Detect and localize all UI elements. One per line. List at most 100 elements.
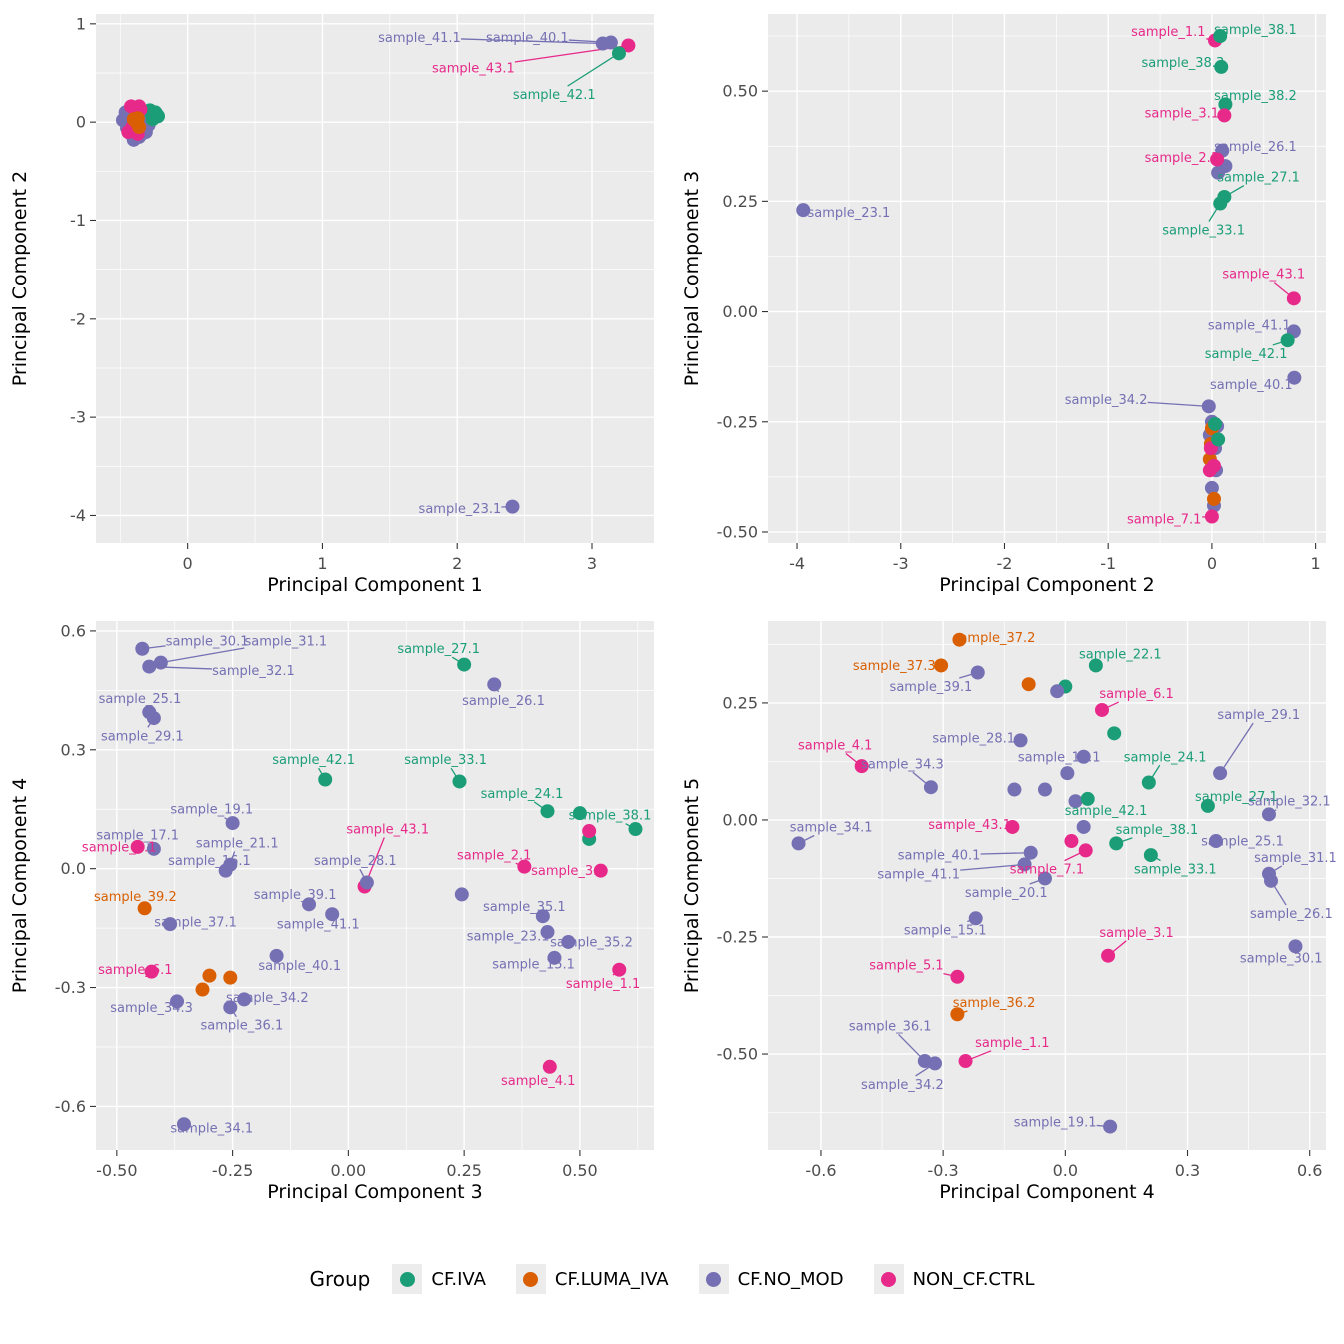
group-color-dot-icon xyxy=(881,1271,897,1287)
data-point xyxy=(1109,836,1124,851)
y-tick-label: -0.50 xyxy=(717,522,758,541)
y-tick-label: 0.25 xyxy=(722,192,758,211)
x-tick-label: -2 xyxy=(996,554,1012,573)
y-tick-label: 0.00 xyxy=(722,302,758,321)
data-point xyxy=(1217,108,1232,123)
data-point xyxy=(1264,873,1279,888)
y-tick-label: -0.25 xyxy=(717,927,758,946)
data-point xyxy=(1050,684,1065,699)
point-label: sample_43.1 xyxy=(928,818,1011,833)
data-point xyxy=(1280,333,1295,348)
y-tick-label: 0.50 xyxy=(722,82,758,101)
data-point xyxy=(517,859,532,874)
y-tick-label: 0.6 xyxy=(61,621,86,640)
data-point xyxy=(1209,834,1224,849)
data-point xyxy=(1213,766,1228,781)
data-point xyxy=(542,1059,557,1074)
point-label: sample_26.1 xyxy=(462,694,545,709)
point-label: sample_1.1 xyxy=(975,1036,1049,1051)
x-tick-label: 0.50 xyxy=(562,1161,598,1180)
data-point xyxy=(130,111,145,126)
point-label: sample_27.1 xyxy=(1217,171,1300,186)
legend-item-cf-luma-iva: CF.LUMA_IVA xyxy=(515,1264,669,1294)
point-label: sample_40.1 xyxy=(258,959,341,974)
point-label: sample_29.1 xyxy=(101,729,184,744)
y-tick-label: -0.50 xyxy=(717,1045,758,1064)
point-label: sample_38.1 xyxy=(1214,23,1297,38)
y-tick-label: -0.6 xyxy=(55,1097,86,1116)
point-label: sample_31.1 xyxy=(244,634,327,649)
data-point xyxy=(170,994,185,1009)
data-point xyxy=(1076,819,1091,834)
point-label: sample_19.1 xyxy=(170,803,253,818)
data-point xyxy=(325,907,340,922)
x-axis-title: Principal Component 3 xyxy=(267,1181,482,1203)
point-label: sample_29.1 xyxy=(1217,708,1300,723)
point-label: sample_34.2 xyxy=(861,1078,944,1093)
data-point xyxy=(968,911,983,926)
panel-pc2-vs-pc3: -4 -3 -2 -1 0 1 -0.50 -0.25 0.00 0.25 0.50 sample_2… xyxy=(672,0,1344,607)
data-point xyxy=(1107,726,1122,741)
data-point xyxy=(540,925,555,940)
data-point xyxy=(1101,948,1116,963)
plot-panel xyxy=(768,14,1326,543)
data-point xyxy=(1064,834,1079,849)
data-point xyxy=(137,901,152,916)
point-label: sample_3.1 xyxy=(1099,926,1173,941)
point-label: sample_39.2 xyxy=(94,890,177,905)
y-tick-label: 0.25 xyxy=(722,693,758,712)
plot-panel xyxy=(96,621,654,1150)
point-label: sample_37.3 xyxy=(853,659,936,674)
data-point xyxy=(582,824,597,839)
point-label: sample_34.1 xyxy=(790,820,873,835)
y-axis-title: Principal Component 3 xyxy=(681,171,703,386)
point-label: sample_27.1 xyxy=(1195,790,1278,805)
point-label: sample_37.1 xyxy=(154,916,237,931)
panel-pc3-vs-pc4: -0.50 -0.25 0.00 0.25 0.50 -0.6 -0.3 0.0 0.3 0.6 s… xyxy=(0,607,672,1214)
data-point xyxy=(934,658,949,673)
data-point xyxy=(1141,775,1156,790)
point-label: sample_38.3 xyxy=(1142,56,1225,71)
group-color-dot-icon xyxy=(523,1271,539,1287)
data-point xyxy=(144,964,159,979)
data-point xyxy=(1060,766,1075,781)
data-point xyxy=(1005,819,1020,834)
data-point xyxy=(1210,152,1225,167)
point-label: sample_27.1 xyxy=(397,642,480,657)
label-connector-line xyxy=(160,647,245,664)
data-point xyxy=(952,632,967,647)
point-label: sample_36.2 xyxy=(953,996,1036,1011)
data-point xyxy=(195,982,210,997)
point-label: sample_34.3 xyxy=(861,757,944,772)
point-label: sample_3.1 xyxy=(531,864,605,879)
data-point xyxy=(561,934,576,949)
point-label: sample_15.1 xyxy=(904,923,987,938)
data-point xyxy=(1017,857,1032,872)
label-connector-line xyxy=(960,863,1025,871)
data-point xyxy=(454,887,469,902)
x-tick-label: 0.6 xyxy=(1297,1161,1322,1180)
data-point xyxy=(359,875,374,890)
data-point xyxy=(1214,59,1229,74)
data-point xyxy=(1211,432,1226,447)
point-label: sample_7.1 xyxy=(1127,512,1201,527)
label-connector-line xyxy=(980,852,1031,855)
label-connector-line xyxy=(460,38,603,45)
data-point xyxy=(572,806,587,821)
x-tick-label: 0 xyxy=(1207,554,1217,573)
point-label: sample_38.1 xyxy=(1116,823,1199,838)
x-tick-label: 0 xyxy=(183,554,193,573)
data-point xyxy=(223,1000,238,1015)
x-tick-label: -0.6 xyxy=(805,1161,836,1180)
legend-key xyxy=(873,1264,904,1294)
plots-grid: 0 1 2 3 1 0 -1 -2 -3 -4 sample_41.1 sample_40.1 samp… xyxy=(0,0,1344,1214)
data-point xyxy=(547,950,562,965)
plot-panel xyxy=(768,621,1326,1150)
data-point xyxy=(1068,794,1083,809)
x-axis-title: Principal Component 2 xyxy=(939,574,1154,596)
data-point xyxy=(223,970,238,985)
point-label: sample_28.1 xyxy=(932,732,1015,747)
point-label: sample_28.1 xyxy=(314,854,397,869)
data-point xyxy=(146,841,161,856)
point-label: sample_7.1 xyxy=(1010,863,1084,878)
